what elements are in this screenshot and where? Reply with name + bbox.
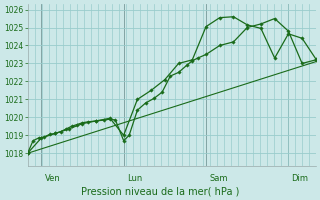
Text: Dim: Dim [292, 174, 308, 183]
Text: Sam: Sam [209, 174, 228, 183]
Text: Lun: Lun [127, 174, 142, 183]
Text: Pression niveau de la mer( hPa ): Pression niveau de la mer( hPa ) [81, 186, 239, 196]
Text: Ven: Ven [44, 174, 60, 183]
